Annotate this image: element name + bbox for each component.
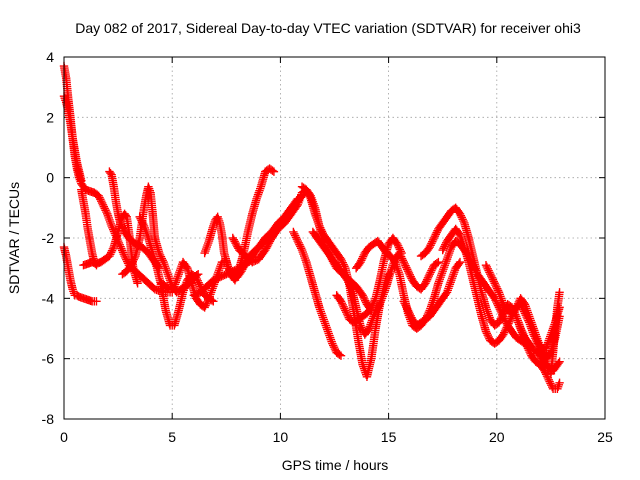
- y-tick-label: 2: [46, 109, 54, 125]
- series-arc-8: [135, 212, 218, 330]
- y-axis-label: SDTVAR / TECUs: [6, 182, 22, 294]
- data-point-marker: [269, 167, 279, 176]
- data-point-marker: [215, 273, 225, 282]
- series-arc-22: [514, 318, 564, 394]
- x-tick-label: 25: [597, 429, 613, 445]
- data-point-marker: [251, 256, 260, 265]
- x-tick-label: 5: [168, 429, 176, 445]
- series-arc-13: [289, 227, 346, 360]
- x-tick-label: 15: [381, 429, 397, 445]
- data-point-marker: [210, 275, 220, 284]
- series-arc-16: [332, 233, 406, 327]
- data-point-marker: [217, 272, 226, 281]
- y-tick-label: -8: [42, 411, 55, 427]
- data-point-marker: [92, 297, 101, 306]
- series-arc-1: [59, 242, 101, 306]
- series-arc-24: [546, 288, 564, 378]
- data-point-marker: [432, 258, 442, 268]
- series-arc-4: [77, 185, 101, 270]
- data-point-marker: [555, 357, 564, 366]
- data-point-marker: [192, 289, 202, 299]
- data-point-marker: [191, 290, 200, 299]
- data-point-marker: [218, 271, 228, 280]
- data-point-marker: [397, 248, 406, 258]
- data-point-marker: [189, 291, 199, 300]
- plot-frame: [63, 56, 606, 420]
- data-point-marker: [209, 276, 218, 285]
- data-point-marker: [248, 257, 257, 267]
- data-point-marker: [336, 351, 346, 360]
- data-point-marker: [335, 350, 344, 359]
- y-tick-label: -4: [42, 290, 55, 306]
- data-point-marker: [213, 273, 223, 283]
- data-point-marker: [268, 166, 277, 175]
- data-point-marker: [77, 176, 86, 185]
- x-axis-label: GPS time / hours: [282, 457, 389, 473]
- data-point-marker: [555, 288, 564, 297]
- data-point-marker: [220, 270, 229, 280]
- x-tick-label: 0: [60, 429, 68, 445]
- series-arc-15: [308, 227, 443, 339]
- data-point-marker: [182, 262, 191, 271]
- data-point-marker: [121, 211, 130, 220]
- y-tick-label: -6: [42, 351, 55, 367]
- data-point-marker: [555, 378, 564, 387]
- x-tick-label: 10: [273, 429, 289, 445]
- y-tick-label: 4: [46, 49, 54, 65]
- x-tick-label: 20: [489, 429, 505, 445]
- data-point-marker: [106, 168, 115, 178]
- data-point-marker: [455, 257, 465, 267]
- data-point-marker: [454, 259, 464, 268]
- grid: [64, 57, 605, 419]
- data-point-marker: [249, 257, 259, 266]
- y-tick-label: -2: [42, 230, 55, 246]
- data-point-marker: [434, 257, 443, 267]
- series-arc-11: [200, 191, 307, 282]
- y-tick-label: 0: [46, 170, 54, 186]
- data-point-marker: [133, 279, 142, 288]
- data-point-marker: [212, 274, 221, 283]
- data-marks: [59, 61, 564, 394]
- chart-title: Day 082 of 2017, Sidereal Day-to-day VTE…: [75, 20, 581, 36]
